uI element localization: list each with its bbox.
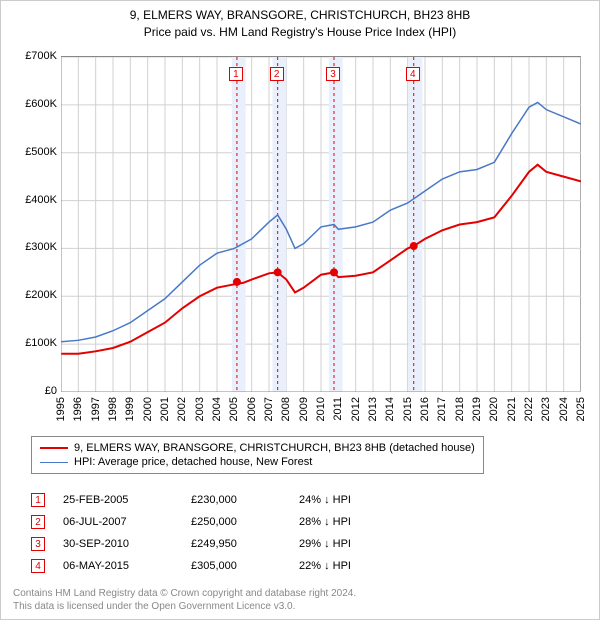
x-tick-label: 2024 <box>558 397 570 421</box>
x-tick-label: 2007 <box>263 397 275 421</box>
x-tick-label: 2010 <box>315 397 327 421</box>
sales-row: 3 30-SEP-2010 £249,950 29% ↓ HPI <box>31 533 399 555</box>
y-axis-ticks: £0£100K£200K£300K£400K£500K£600K£700K <box>1 56 59 391</box>
sales-row: 4 06-MAY-2015 £305,000 22% ↓ HPI <box>31 555 399 577</box>
legend-item: HPI: Average price, detached house, New … <box>40 455 475 469</box>
sale-marker-2: 2 <box>270 67 284 81</box>
x-tick-label: 2023 <box>540 397 552 421</box>
title-line2: Price paid vs. HM Land Registry's House … <box>1 24 599 41</box>
x-tick-label: 2011 <box>332 397 344 421</box>
legend-label: 9, ELMERS WAY, BRANSGORE, CHRISTCHURCH, … <box>74 442 475 454</box>
x-tick-label: 2019 <box>471 397 483 421</box>
sales-row-pct: 22% ↓ HPI <box>299 560 399 572</box>
x-tick-label: 2025 <box>575 397 587 421</box>
y-tick-label: £600K <box>25 98 57 110</box>
y-tick-label: £0 <box>45 385 57 397</box>
x-tick-label: 2013 <box>367 397 379 421</box>
title-line1: 9, ELMERS WAY, BRANSGORE, CHRISTCHURCH, … <box>1 7 599 24</box>
title-block: 9, ELMERS WAY, BRANSGORE, CHRISTCHURCH, … <box>1 1 599 41</box>
x-tick-label: 2022 <box>523 397 535 421</box>
footer-line2: This data is licensed under the Open Gov… <box>13 600 356 613</box>
x-tick-label: 2008 <box>280 397 292 421</box>
sales-row-pct: 29% ↓ HPI <box>299 538 399 550</box>
sale-marker-4: 4 <box>406 67 420 81</box>
sales-row-date: 06-MAY-2015 <box>63 560 173 572</box>
x-tick-label: 2009 <box>298 397 310 421</box>
sales-row-pct: 28% ↓ HPI <box>299 516 399 528</box>
chart-svg <box>61 57 581 392</box>
y-tick-label: £100K <box>25 337 57 349</box>
y-tick-label: £700K <box>25 50 57 62</box>
sales-row-marker: 4 <box>31 559 45 573</box>
x-tick-label: 1996 <box>72 397 84 421</box>
x-tick-label: 1998 <box>107 397 119 421</box>
x-tick-label: 1995 <box>55 397 67 421</box>
sales-row-date: 06-JUL-2007 <box>63 516 173 528</box>
x-tick-label: 2020 <box>488 397 500 421</box>
legend-label: HPI: Average price, detached house, New … <box>74 456 312 468</box>
x-tick-label: 2004 <box>211 397 223 421</box>
y-tick-label: £500K <box>25 146 57 158</box>
x-tick-label: 2018 <box>454 397 466 421</box>
sales-row: 2 06-JUL-2007 £250,000 28% ↓ HPI <box>31 511 399 533</box>
y-tick-label: £300K <box>25 241 57 253</box>
sales-row-date: 30-SEP-2010 <box>63 538 173 550</box>
x-tick-label: 2012 <box>350 397 362 421</box>
x-tick-label: 2002 <box>176 397 188 421</box>
x-tick-label: 2000 <box>142 397 154 421</box>
sale-marker-3: 3 <box>326 67 340 81</box>
y-tick-label: £200K <box>25 289 57 301</box>
x-tick-label: 2016 <box>419 397 431 421</box>
legend-swatch <box>40 447 68 449</box>
footer-text: Contains HM Land Registry data © Crown c… <box>13 587 356 613</box>
sales-row-marker: 3 <box>31 537 45 551</box>
legend-swatch <box>40 462 68 463</box>
sales-row-price: £230,000 <box>191 494 281 506</box>
x-tick-label: 2015 <box>402 397 414 421</box>
sales-row: 1 25-FEB-2005 £230,000 24% ↓ HPI <box>31 489 399 511</box>
x-tick-label: 1999 <box>124 397 136 421</box>
footer-line1: Contains HM Land Registry data © Crown c… <box>13 587 356 600</box>
x-tick-label: 2021 <box>506 397 518 421</box>
x-tick-label: 2001 <box>159 397 171 421</box>
x-tick-label: 1997 <box>90 397 102 421</box>
sales-row-date: 25-FEB-2005 <box>63 494 173 506</box>
x-tick-label: 2003 <box>194 397 206 421</box>
x-tick-label: 2005 <box>228 397 240 421</box>
x-tick-label: 2006 <box>246 397 258 421</box>
legend-item: 9, ELMERS WAY, BRANSGORE, CHRISTCHURCH, … <box>40 441 475 455</box>
sales-row-price: £250,000 <box>191 516 281 528</box>
x-tick-label: 2014 <box>384 397 396 421</box>
sale-marker-1: 1 <box>229 67 243 81</box>
legend: 9, ELMERS WAY, BRANSGORE, CHRISTCHURCH, … <box>31 436 484 474</box>
chart-container: 9, ELMERS WAY, BRANSGORE, CHRISTCHURCH, … <box>0 0 600 620</box>
sales-row-price: £249,950 <box>191 538 281 550</box>
sales-row-pct: 24% ↓ HPI <box>299 494 399 506</box>
sales-row-price: £305,000 <box>191 560 281 572</box>
chart-area: 1 2 3 4 <box>61 56 581 391</box>
x-tick-label: 2017 <box>436 397 448 421</box>
sales-row-marker: 2 <box>31 515 45 529</box>
sales-table: 1 25-FEB-2005 £230,000 24% ↓ HPI 2 06-JUL-200… <box>31 489 399 577</box>
y-tick-label: £400K <box>25 194 57 206</box>
sales-row-marker: 1 <box>31 493 45 507</box>
